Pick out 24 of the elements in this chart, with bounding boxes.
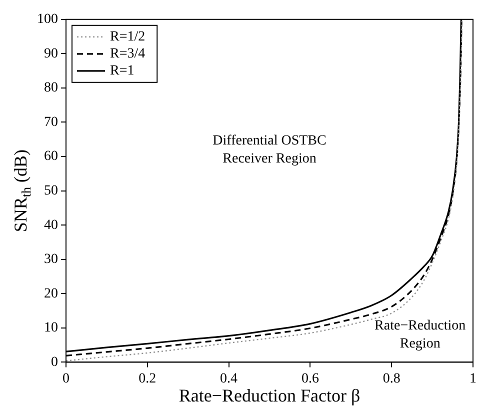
x-tick-label: 0.2: [138, 371, 156, 386]
y-tick-label: 50: [44, 183, 58, 198]
legend-label: R=1/2: [110, 30, 146, 45]
y-tick-label: 60: [44, 149, 58, 164]
y-tick-label: 80: [44, 80, 58, 96]
legend-label: R=3/4: [110, 46, 146, 62]
x-tick-label: 0: [62, 371, 70, 386]
x-tick-label: 0.6: [301, 371, 319, 386]
x-tick-label: 1: [470, 371, 476, 386]
x-axis-title: Rate−Reduction Factor β: [178, 386, 360, 406]
x-tick-label: 0.4: [220, 371, 238, 386]
annotation: Rate−Reduction Region: [374, 318, 466, 352]
annotation: Differential OSTBC Receiver Region: [212, 133, 326, 166]
y-tick-label: 90: [44, 46, 58, 62]
y-tick-label: 40: [44, 218, 58, 233]
y-tick-label: 20: [44, 286, 58, 302]
x-tick-label: 0.8: [382, 371, 400, 386]
y-tick-label: 100: [37, 12, 58, 28]
legend-label: R=1: [110, 64, 134, 79]
y-tick-label: 10: [44, 320, 58, 336]
y-tick-label: 70: [44, 114, 58, 130]
y-tick-label: 0: [51, 354, 58, 370]
y-tick-label: 30: [44, 252, 58, 268]
y-axis-title: SNRth (dB): [10, 149, 34, 232]
